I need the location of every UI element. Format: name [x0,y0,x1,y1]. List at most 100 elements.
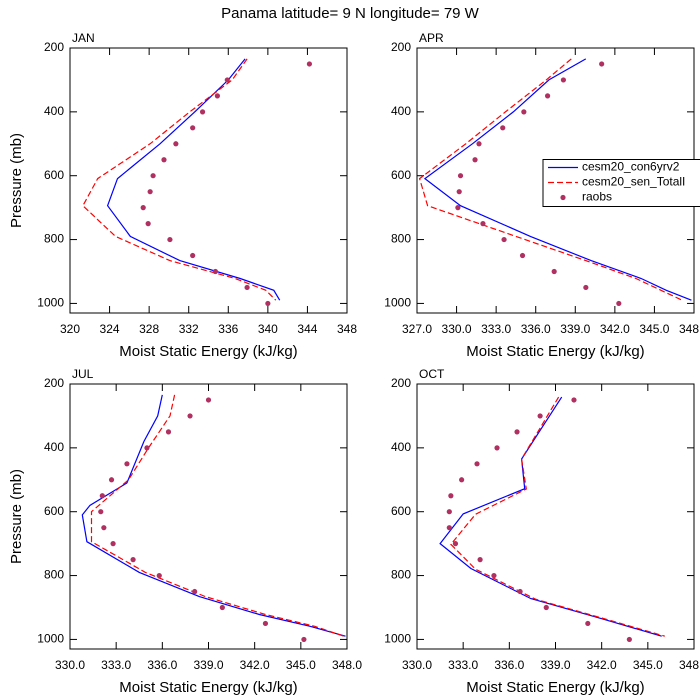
panel-title: OCT [419,367,445,381]
model-line [106,58,281,301]
raob-point [173,141,179,147]
raob-point [124,461,130,467]
y-tick-label: 1000 [384,296,411,310]
y-tick-label: 1000 [37,632,64,646]
x-axis-label: Moist Static Energy (kJ/kg) [119,343,297,360]
raob-point [190,125,196,131]
raob-point [472,157,478,163]
raob-point [212,268,219,275]
raob-point [457,173,464,179]
x-tick-label: 336.0 [494,658,524,672]
x-tick-label: 342.0 [600,322,630,336]
y-tick-label: 800 [44,568,64,582]
raob-point [544,93,551,99]
raob-point [494,445,500,451]
raob-point [448,493,454,499]
raob-point [491,572,497,579]
raob-point [583,284,589,291]
model-line [81,394,346,637]
y-tick-label: 200 [391,40,411,54]
y-axis-label: Pressure (mb) [8,469,25,564]
raob-point [98,509,104,515]
raob-point [165,429,172,435]
raob-point [517,588,523,595]
raob-point [480,221,486,227]
y-tick-label: 1000 [37,296,64,310]
raob-point [519,252,526,259]
raob-point [156,572,162,579]
plot-frame [416,383,695,650]
raob-point [147,189,153,195]
raob-point [224,77,230,83]
y-tick-label: 600 [44,504,64,518]
y-tick-label: 800 [44,232,64,246]
raob-point [161,157,167,163]
y-tick-label: 800 [391,232,411,246]
model-line [82,58,277,301]
raob-point [474,461,480,467]
x-tick-label: 345.0 [633,658,663,672]
raob-point [219,604,225,611]
x-tick-label: 342.0 [587,658,617,672]
y-tick-label: 400 [44,440,64,454]
x-tick-label: 339.0 [540,658,570,672]
panel: JAN 320 324 328 332 336 340 344 348 200 400 600 800 1… [8,31,357,360]
raob-point [537,413,543,419]
x-tick-label: 339.0 [560,322,590,336]
model-line [423,58,692,301]
x-tick-label: 339.0 [193,658,223,672]
legend-marker [560,194,566,201]
raob-point [101,525,107,531]
raob-point [140,205,146,211]
x-tick-label: 327.0 [402,322,432,336]
x-tick-label: 333.0 [448,658,478,672]
raob-point [459,477,465,483]
x-tick-label: 330.0 [442,322,472,336]
legend-label: cesm20_con6yrv2 [582,160,680,174]
x-tick-label: 336 [218,322,238,336]
x-tick-label: 336.0 [147,658,177,672]
raob-point [192,588,198,595]
raob-point [167,236,173,243]
raob-point [306,61,313,67]
y-tick-label: 400 [44,104,64,118]
x-tick-label: 344 [297,322,317,336]
y-tick-label: 1000 [384,632,411,646]
y-tick-label: 800 [391,568,411,582]
raob-point [244,284,250,291]
x-tick-label: 330.0 [402,658,432,672]
raob-point [477,557,483,563]
raob-point [301,636,307,643]
panel: JUL 330.0 333.0 336.0 339.0 342.0 345.0 348.0 20… [8,367,362,696]
y-tick-label: 200 [44,40,64,54]
panel-title: JUL [72,367,94,381]
raob-point [199,109,206,115]
x-tick-label: 320 [60,322,80,336]
x-tick-label: 342.0 [240,658,270,672]
raob-point [108,477,115,483]
x-tick-label: 348 [337,322,357,336]
y-axis-label: Pressure (mb) [8,133,25,228]
raob-point [205,397,212,403]
raob-point [446,509,452,515]
raob-point [626,636,632,643]
raob-point [571,397,577,403]
y-tick-label: 400 [391,104,411,118]
model-line [450,396,665,637]
legend-label: raobs [582,190,612,204]
raob-point [452,541,459,547]
raob-point [145,221,151,227]
model-line [418,58,683,301]
raob-point [551,268,557,275]
raob-point [501,236,507,243]
panel-title: APR [419,31,444,45]
x-tick-label: 324 [100,322,120,336]
raob-point [130,557,136,563]
y-tick-label: 200 [391,376,411,390]
panel: APR 327.0 330.0 333.0 336.0 339.0 342.0 345.0 34… [384,31,700,360]
raob-point [190,252,196,259]
y-tick-label: 600 [391,168,411,182]
raob-point [514,429,520,435]
